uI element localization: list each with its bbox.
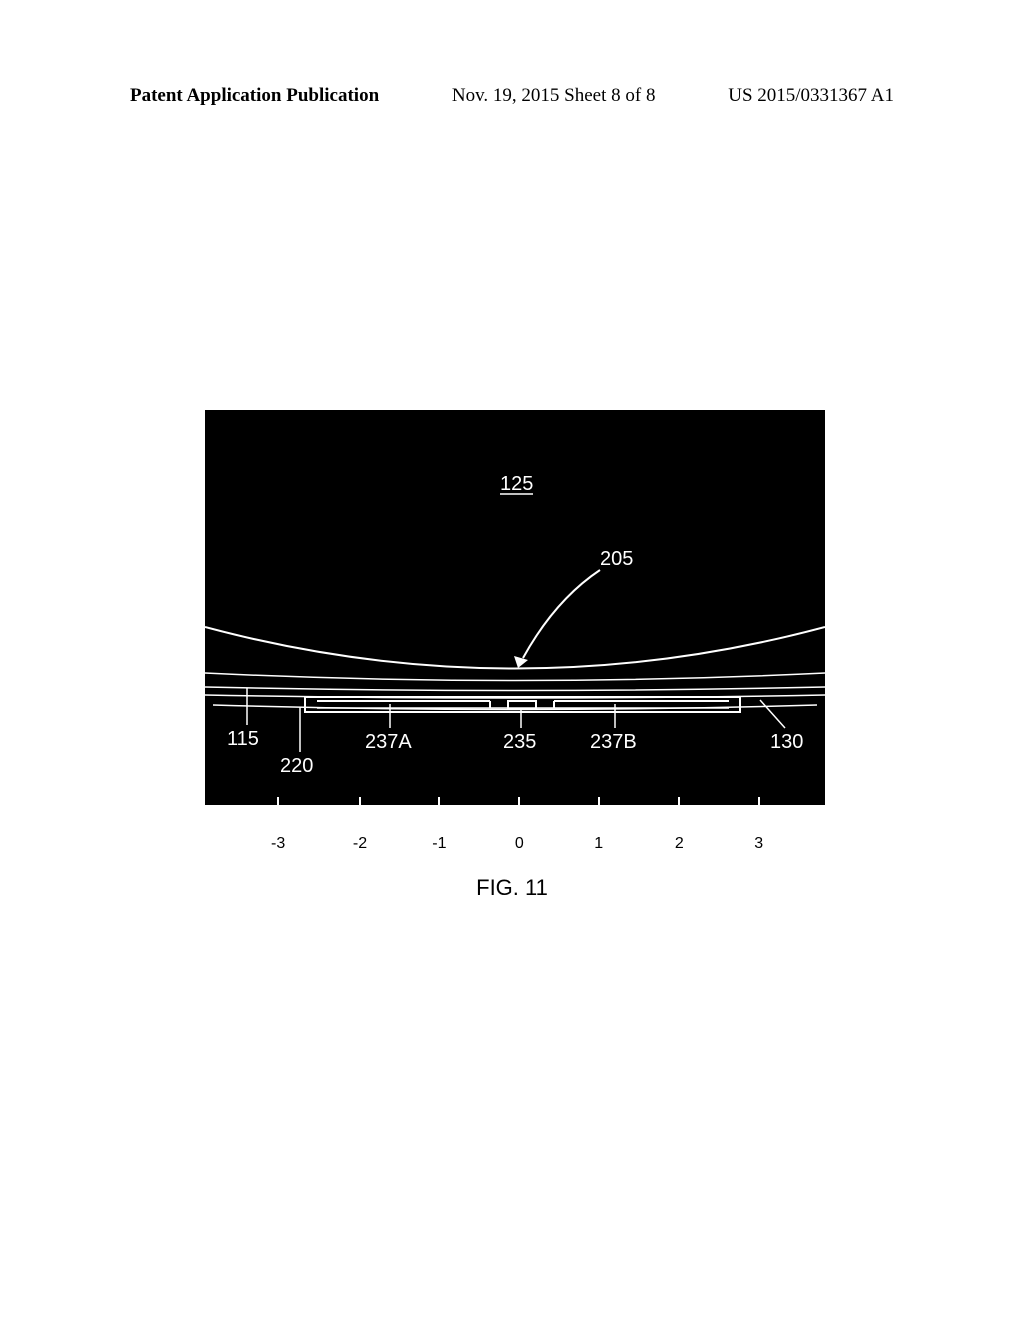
tick-label-6: 2 (675, 835, 684, 853)
tick-label-5: 1 (594, 835, 603, 853)
figure-caption: FIG. 11 (0, 875, 1024, 901)
page-header: Patent Application Publication Nov. 19, … (0, 85, 1024, 107)
ref-205: 205 (600, 548, 633, 570)
tick-label-2: -2 (353, 835, 367, 853)
ref-130: 130 (770, 731, 803, 753)
tick-label-1: -3 (271, 835, 285, 853)
ref-125: 125 (500, 473, 533, 495)
header-center: Nov. 19, 2015 Sheet 8 of 8 (452, 85, 656, 107)
ref-235: 235 (503, 731, 536, 753)
ref-115: 115 (227, 728, 259, 750)
ref-237A: 237A (365, 731, 412, 753)
ref-220: 220 (280, 755, 313, 777)
figure-container: 125 205 (205, 410, 825, 830)
tick-label-4: 0 (515, 835, 524, 853)
arrow-205-head (514, 656, 528, 668)
axis-ticks: -3 -2 -1 0 1 2 3 (205, 825, 825, 855)
header-right: US 2015/0331367 A1 (728, 85, 894, 107)
curve-mid1 (205, 673, 825, 681)
leader-130 (760, 700, 785, 728)
figure-svg: 125 205 (205, 410, 825, 805)
curve-top (205, 627, 825, 669)
arrow-205-curve (523, 570, 600, 658)
plot-area: 125 205 (205, 410, 825, 805)
header-left: Patent Application Publication (130, 85, 379, 107)
tick-label-7: 3 (754, 835, 763, 853)
curve-mid2 (205, 687, 825, 691)
ref-237B: 237B (590, 731, 637, 753)
tick-label-3: -1 (432, 835, 446, 853)
